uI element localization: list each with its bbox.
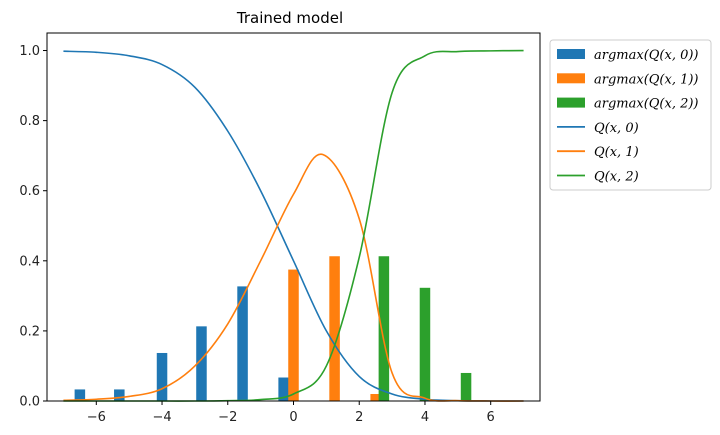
bar-series0-5 <box>278 377 289 401</box>
bar-series0-3 <box>196 326 207 401</box>
bar-series0-2 <box>156 352 168 401</box>
legend: 𝑎𝑟𝑔𝑚𝑎𝑥(𝑄(𝑥, 0)) 𝑎𝑟𝑔𝑚𝑎𝑥(𝑄(𝑥, 1)) 𝑎𝑟𝑔𝑚𝑎𝑥(𝑄(𝑥… <box>549 39 712 191</box>
legend-box <box>549 39 712 191</box>
bar-series1-6 <box>329 256 340 401</box>
y-tick-label: 0.0 <box>19 395 40 410</box>
legend-swatch-bar-1 <box>557 73 585 84</box>
y-tick-label: 0.8 <box>19 114 40 129</box>
bar-series1-5 <box>288 269 299 401</box>
x-tick-label: −4 <box>152 410 171 425</box>
legend-swatch-bar-2 <box>557 97 585 108</box>
axes-layer: −6 −4 −2 0 2 4 6 0.0 0.2 0.4 0.6 0.8 1.0 <box>19 32 541 425</box>
bar-series0-1 <box>114 389 125 401</box>
bar-series2-9 <box>460 372 472 401</box>
legend-swatch-bar-0 <box>557 49 585 59</box>
bar-series2-7 <box>378 256 390 401</box>
bar-series1-7 <box>370 393 381 401</box>
bars-layer <box>74 256 472 401</box>
x-tick-label: 2 <box>355 410 363 425</box>
x-tick-label: 6 <box>487 410 495 425</box>
legend-label-bar-2: 𝑎𝑟𝑔𝑚𝑎𝑥(𝑄(𝑥, 2)) <box>594 97 699 112</box>
x-tick-label: 4 <box>421 410 429 425</box>
y-tick-label: 1.0 <box>19 44 40 59</box>
legend-label-bar-0: 𝑎𝑟𝑔𝑚𝑎𝑥(𝑄(𝑥, 0)) <box>594 48 699 63</box>
legend-label-line-1: 𝑄(𝑥, 1) <box>594 145 639 160</box>
legend-label-line-0: 𝑄(𝑥, 0) <box>594 121 639 136</box>
y-tick-label: 0.4 <box>19 254 40 269</box>
legend-label-bar-1: 𝑎𝑟𝑔𝑚𝑎𝑥(𝑄(𝑥, 1)) <box>594 72 699 87</box>
bar-series0-4 <box>237 286 248 401</box>
chart-title: Trained model <box>236 9 343 27</box>
x-tick-label: −2 <box>218 410 237 425</box>
legend-label-line-2: 𝑄(𝑥, 2) <box>594 170 639 185</box>
x-tick-label: −6 <box>87 410 106 425</box>
y-tick-label: 0.6 <box>19 184 40 199</box>
bar-series2-8 <box>419 287 431 401</box>
bar-series0-0 <box>74 389 86 401</box>
y-tick-label: 0.2 <box>19 324 40 339</box>
x-tick-label: 0 <box>289 410 297 425</box>
